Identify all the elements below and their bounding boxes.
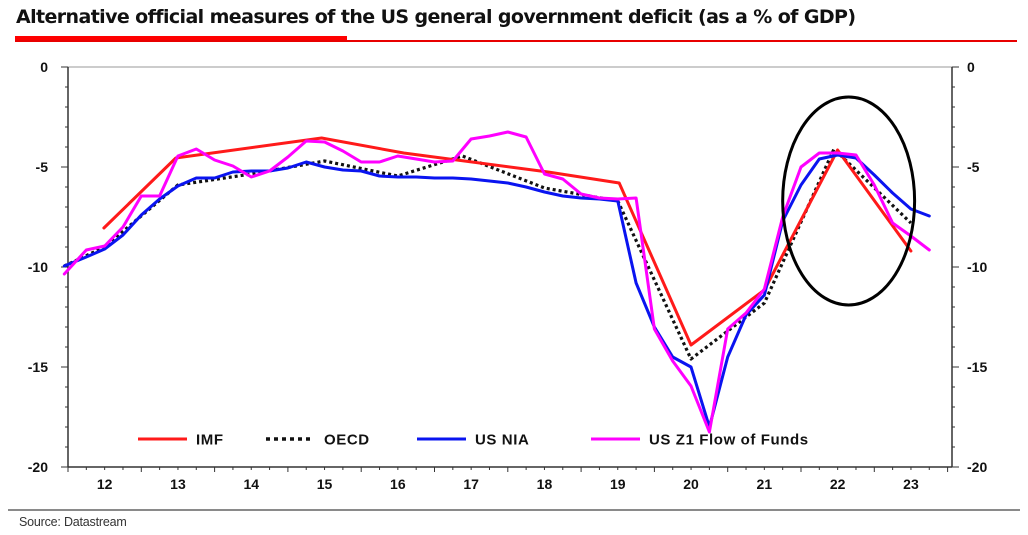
x-tick-label: 18: [537, 476, 553, 492]
x-tick-label: 17: [463, 476, 479, 492]
legend-label-imf: IMF: [196, 432, 224, 449]
annotation-layer: [781, 95, 917, 307]
series-line-us-z1-flow-of-funds: [62, 130, 931, 434]
x-tick-label: 20: [683, 476, 699, 492]
footer-rule: [8, 509, 1020, 511]
y-tick-label-left: -5: [36, 159, 49, 175]
x-tick-label: 15: [317, 476, 333, 492]
y-tick-label-right: -5: [967, 159, 980, 175]
x-tick-label: 19: [610, 476, 626, 492]
axes: 0 0 -5 -5 -10 -10 -15 -15 -20 -20 12 13 14 15 16 17 18 19…: [28, 59, 988, 492]
y-tick-label-right: 0: [967, 59, 975, 75]
highlight-ellipse: [781, 95, 917, 307]
y-tick-label-left: 0: [40, 59, 48, 75]
y-tick-label-right: -20: [967, 459, 987, 475]
y-tick-label-right: -15: [967, 359, 987, 375]
x-tick-label: 14: [243, 476, 259, 492]
legend-label-us-nia: US NIA: [475, 432, 529, 449]
x-tick-label: 23: [903, 476, 919, 492]
title-accent-rule: [15, 36, 347, 41]
y-tick-label-right: -10: [967, 259, 987, 275]
title-underline-rule: [15, 40, 1017, 42]
legend-label-us-z1-flow-of-funds: US Z1 Flow of Funds: [649, 432, 809, 449]
series-line-imf: [102, 136, 913, 347]
y-tick-label-left: -10: [28, 259, 48, 275]
x-tick-label: 13: [170, 476, 186, 492]
legend-label-oecd: OECD: [324, 432, 370, 449]
legend: IMF OECD US NIA US Z1 Flow of Funds: [138, 432, 809, 449]
series-line-us-nia: [62, 153, 931, 429]
x-tick-label: 22: [830, 476, 846, 492]
x-tick-label: 12: [97, 476, 113, 492]
chart-title: Alternative official measures of the US …: [16, 6, 856, 28]
y-tick-label-left: -15: [28, 359, 48, 375]
line-chart: 0 0 -5 -5 -10 -10 -15 -15 -20 -20 12 13 14 15 16 17 18 19…: [28, 59, 988, 492]
source-note: Source: Datastream: [19, 515, 127, 529]
x-tick-label: 21: [757, 476, 773, 492]
y-tick-label-left: -20: [28, 459, 48, 475]
x-tick-label: 16: [390, 476, 406, 492]
series-layer: [62, 130, 931, 434]
